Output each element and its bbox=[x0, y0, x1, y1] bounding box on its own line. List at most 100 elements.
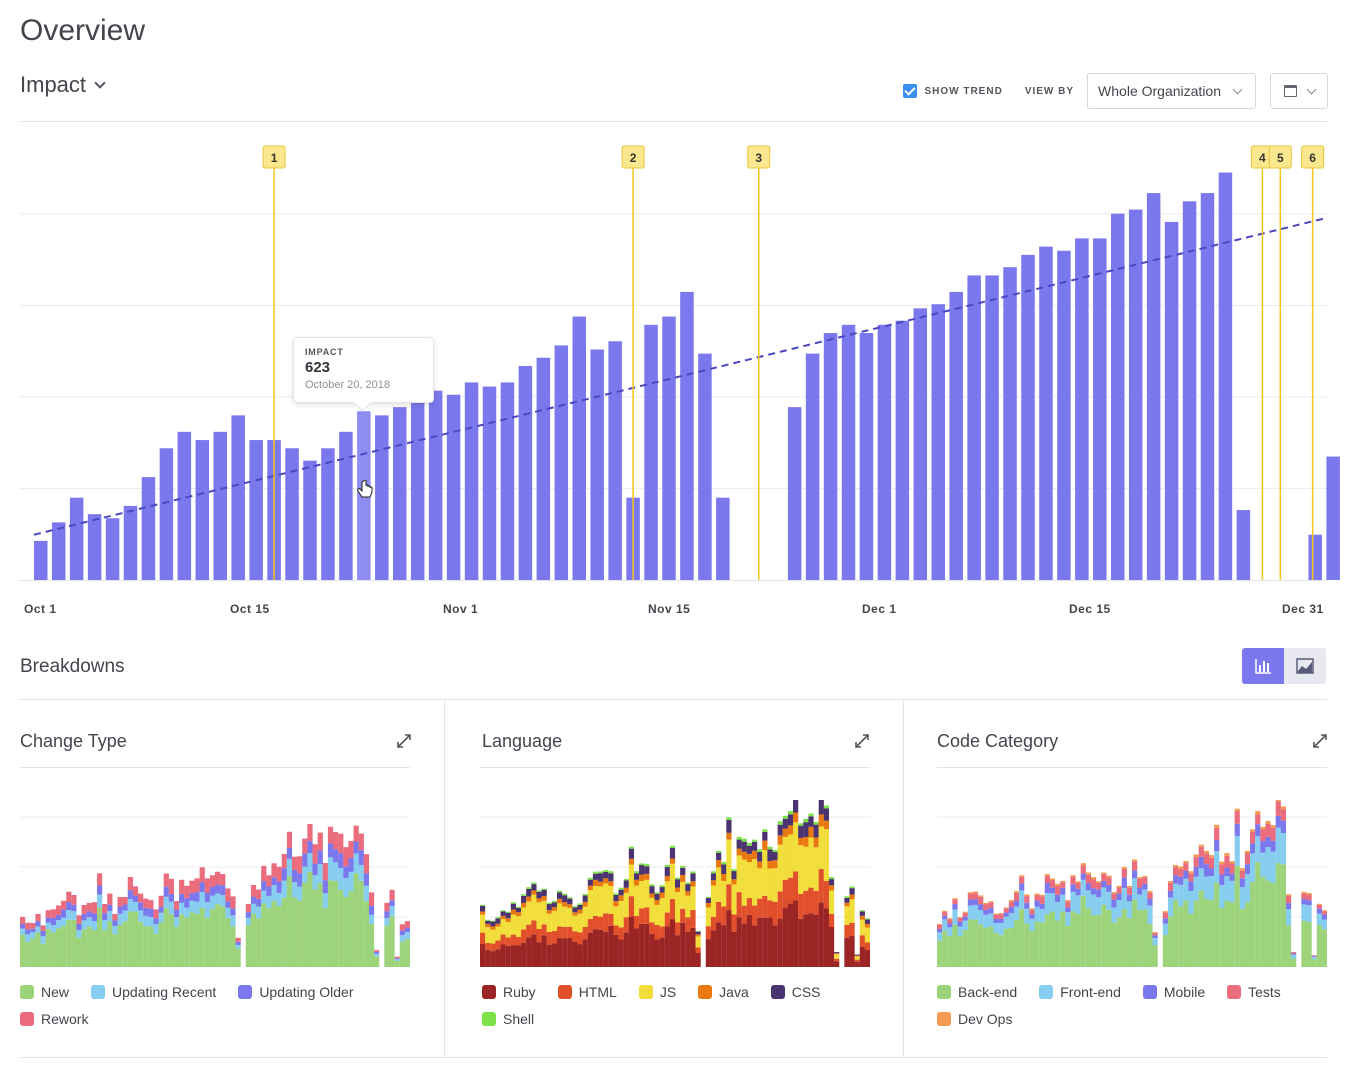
release-marker-box[interactable] bbox=[621, 145, 645, 169]
breakdown-bar-segment bbox=[546, 913, 552, 932]
impact-bar[interactable] bbox=[1057, 250, 1071, 580]
impact-bar[interactable] bbox=[1200, 193, 1215, 580]
bar-chart-toggle-button[interactable] bbox=[1242, 648, 1284, 684]
impact-bar[interactable] bbox=[123, 505, 138, 580]
impact-bar[interactable] bbox=[554, 345, 569, 580]
impact-bar[interactable] bbox=[841, 324, 856, 580]
breakdown-bar-segment bbox=[1311, 956, 1317, 958]
impact-bar[interactable] bbox=[1218, 172, 1233, 580]
impact-bar[interactable] bbox=[1182, 201, 1197, 580]
impact-bar[interactable] bbox=[949, 291, 963, 580]
impact-bar[interactable] bbox=[608, 341, 622, 580]
legend-item[interactable]: HTML bbox=[557, 984, 617, 1000]
impact-bar[interactable] bbox=[285, 448, 299, 580]
impact-bar[interactable] bbox=[303, 460, 317, 580]
impact-bar[interactable] bbox=[680, 291, 694, 580]
legend-item[interactable]: JS bbox=[638, 984, 676, 1000]
impact-bar[interactable] bbox=[410, 398, 425, 580]
impact-bar[interactable] bbox=[572, 316, 587, 580]
date-range-button[interactable] bbox=[1270, 73, 1328, 109]
impact-bar[interactable] bbox=[787, 407, 802, 580]
impact-bar[interactable] bbox=[249, 440, 263, 580]
legend-item[interactable]: Shell bbox=[482, 1011, 534, 1027]
impact-controls: SHOW TREND VIEW BY Whole Organization bbox=[903, 73, 1328, 109]
impact-bar[interactable] bbox=[321, 448, 335, 580]
impact-bar[interactable] bbox=[1093, 238, 1107, 580]
impact-bar[interactable] bbox=[698, 353, 712, 580]
legend-item[interactable]: Java bbox=[698, 984, 749, 1000]
impact-dropdown[interactable]: Impact bbox=[20, 72, 106, 98]
impact-bar[interactable] bbox=[1128, 209, 1143, 580]
legend-item[interactable]: CSS bbox=[770, 984, 821, 1000]
legend-item[interactable]: Mobile bbox=[1142, 984, 1205, 1000]
impact-bar[interactable] bbox=[913, 308, 928, 580]
impact-bar[interactable] bbox=[644, 324, 658, 580]
impact-bar[interactable] bbox=[177, 431, 192, 580]
legend-item[interactable]: Updating Recent bbox=[91, 984, 216, 1000]
view-by-select[interactable]: Whole Organization bbox=[1087, 73, 1256, 109]
impact-bar[interactable] bbox=[1164, 221, 1179, 580]
impact-bar[interactable] bbox=[1236, 510, 1251, 580]
legend-item[interactable]: Back-end bbox=[937, 984, 1017, 1000]
impact-bar[interactable] bbox=[985, 275, 999, 580]
legend-item[interactable]: Front-end bbox=[1039, 984, 1121, 1000]
impact-bar[interactable] bbox=[213, 431, 228, 580]
impact-bar[interactable] bbox=[34, 540, 48, 580]
impact-bar[interactable] bbox=[536, 357, 551, 580]
expand-icon[interactable] bbox=[855, 734, 869, 748]
impact-bar[interactable] bbox=[895, 320, 910, 580]
area-chart-toggle-button[interactable] bbox=[1284, 648, 1326, 684]
impact-bar[interactable] bbox=[590, 349, 604, 580]
impact-bar[interactable] bbox=[393, 407, 407, 580]
impact-bar[interactable] bbox=[877, 324, 892, 580]
impact-bar[interactable] bbox=[931, 304, 946, 580]
release-marker-box[interactable] bbox=[262, 145, 286, 169]
impact-bar[interactable] bbox=[805, 353, 820, 580]
impact-bar[interactable] bbox=[823, 333, 838, 580]
impact-bar[interactable] bbox=[141, 477, 156, 580]
impact-bar[interactable] bbox=[1075, 238, 1089, 580]
impact-bar[interactable] bbox=[1021, 254, 1035, 580]
impact-bar[interactable] bbox=[375, 415, 389, 580]
impact-bar[interactable] bbox=[1308, 534, 1322, 580]
release-marker-box[interactable] bbox=[1301, 145, 1325, 169]
impact-bar[interactable] bbox=[967, 275, 981, 580]
impact-bar[interactable] bbox=[446, 394, 461, 580]
legend-item[interactable]: Updating Older bbox=[238, 984, 353, 1000]
release-marker-box[interactable] bbox=[1268, 145, 1292, 169]
legend-item[interactable]: Rework bbox=[20, 1011, 88, 1027]
impact-bar[interactable] bbox=[51, 522, 66, 580]
impact-bar[interactable] bbox=[518, 365, 533, 580]
show-trend-checkbox[interactable] bbox=[903, 84, 918, 98]
impact-bar[interactable] bbox=[231, 415, 245, 580]
release-marker-box[interactable] bbox=[747, 145, 771, 169]
impact-bar[interactable] bbox=[1146, 193, 1161, 580]
impact-bar[interactable] bbox=[1039, 246, 1053, 580]
breakdown-bar-segment bbox=[587, 879, 593, 886]
impact-bar[interactable] bbox=[339, 431, 353, 580]
legend-item[interactable]: Ruby bbox=[482, 984, 536, 1000]
impact-bar[interactable] bbox=[859, 333, 874, 580]
impact-bar[interactable] bbox=[1111, 213, 1125, 580]
breakdown-bar-segment bbox=[942, 910, 948, 913]
impact-bar[interactable] bbox=[87, 514, 102, 580]
expand-icon[interactable] bbox=[397, 734, 411, 748]
impact-bar[interactable] bbox=[105, 518, 120, 580]
impact-bar[interactable] bbox=[482, 386, 497, 580]
legend-item[interactable]: New bbox=[20, 984, 69, 1000]
impact-bar[interactable] bbox=[428, 390, 443, 580]
breakdown-bar-segment bbox=[782, 828, 788, 837]
impact-bar[interactable] bbox=[716, 497, 730, 580]
legend-item[interactable]: Dev Ops bbox=[937, 1011, 1012, 1027]
impact-bar[interactable] bbox=[1326, 456, 1340, 580]
impact-bar[interactable] bbox=[159, 448, 174, 580]
legend-item[interactable]: Tests bbox=[1227, 984, 1281, 1000]
expand-icon[interactable] bbox=[1313, 734, 1327, 748]
impact-bar[interactable] bbox=[464, 382, 479, 580]
impact-bar[interactable] bbox=[500, 382, 515, 580]
impact-bar[interactable] bbox=[195, 440, 210, 580]
impact-bar[interactable] bbox=[1003, 267, 1017, 580]
impact-bar[interactable] bbox=[69, 497, 84, 580]
show-trend-label[interactable]: SHOW TREND bbox=[924, 85, 1003, 97]
impact-bar[interactable] bbox=[662, 316, 676, 580]
